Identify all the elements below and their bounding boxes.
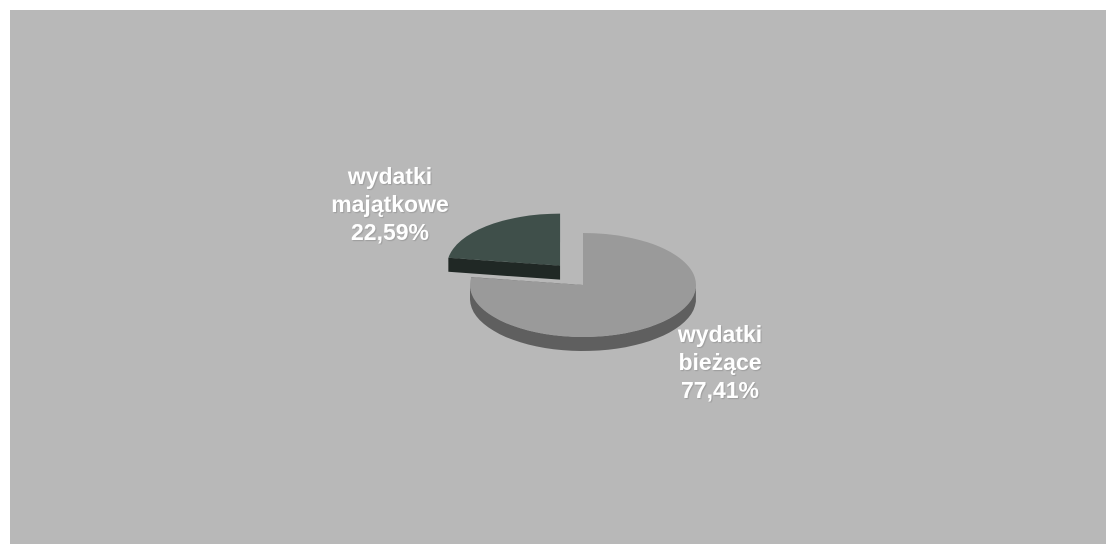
- chart-area: wydatki majątkowe 22,59% wydatki bieżące…: [10, 10, 1106, 544]
- slice-label-biezace: wydatki bieżące 77,41%: [650, 320, 790, 404]
- slice-label-biezace-line1: wydatki: [650, 320, 790, 348]
- slice-label-biezace-line2: bieżące: [650, 348, 790, 376]
- slice-label-majatkowe-percent: 22,59%: [310, 218, 470, 246]
- slice-label-biezace-percent: 77,41%: [650, 376, 790, 404]
- slice-label-majatkowe: wydatki majątkowe 22,59%: [310, 162, 470, 246]
- slice-label-majatkowe-line1: wydatki: [310, 162, 470, 190]
- pie-chart: [10, 10, 1106, 544]
- slice-label-majatkowe-line2: majątkowe: [310, 190, 470, 218]
